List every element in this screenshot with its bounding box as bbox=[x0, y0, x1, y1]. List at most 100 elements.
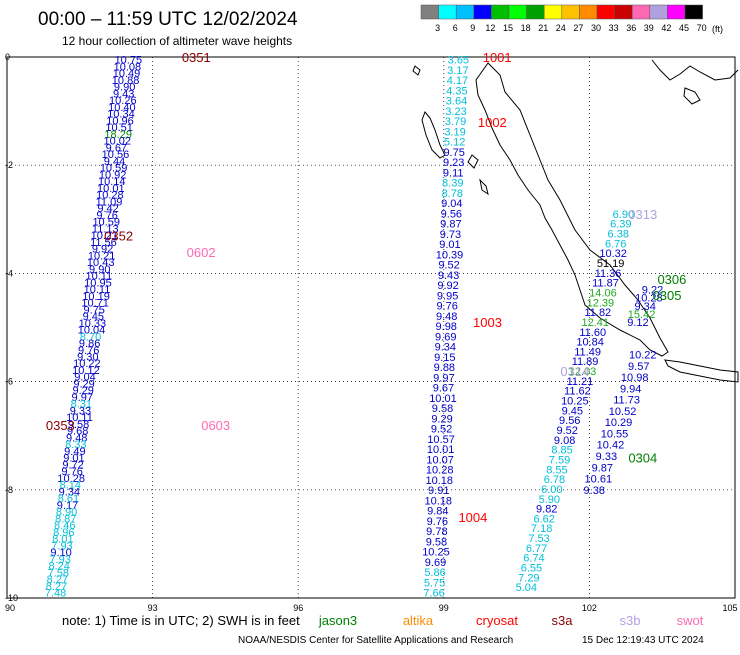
colorbar-label: 24 bbox=[556, 23, 566, 33]
footer-timestamp: 15 Dec 12:19:43 UTC 2024 bbox=[582, 635, 704, 646]
lat-lon-grid bbox=[6, 56, 736, 599]
swh-value-label: 9.01 bbox=[63, 453, 84, 465]
swh-value-label: 14.06 bbox=[589, 287, 617, 299]
track-labels-layer: 1001 1002 1003 1004 0351 0352 0353 0602 0603 0313… bbox=[46, 50, 686, 525]
swh-value-label: 9.76 bbox=[427, 516, 448, 528]
swh-value-label: 9.52 bbox=[431, 424, 452, 436]
swh-value-label: 11.56 bbox=[90, 237, 117, 249]
swh-value-label: 5.04 bbox=[516, 582, 537, 594]
swh-value-label: 10.43 bbox=[87, 257, 115, 269]
swh-value-label: 10.61 bbox=[585, 474, 613, 486]
pass-id-label: 0306 bbox=[657, 272, 686, 287]
x-tick-label: 96 bbox=[293, 603, 303, 613]
swh-value-label: 8.61 bbox=[58, 493, 79, 505]
swh-value-label: 7.18 bbox=[531, 523, 552, 535]
swh-value-label: 10.59 bbox=[100, 163, 128, 175]
swh-value-label: 10.51 bbox=[105, 122, 133, 134]
swh-value-label: 9.69 bbox=[435, 331, 456, 343]
swh-value-label: 10.55 bbox=[601, 428, 629, 440]
colorbar-label: 18 bbox=[521, 23, 531, 33]
swh-value-label: 9.08 bbox=[554, 435, 575, 447]
swh-value-label: 8.78 bbox=[442, 188, 463, 200]
colorbar-swatch bbox=[491, 4, 510, 20]
swh-value-label: 8.85 bbox=[551, 445, 572, 457]
swh-value-label: 6.90 bbox=[613, 209, 634, 221]
swh-value-label: 9.49 bbox=[64, 446, 85, 458]
y-tick-label: -8 bbox=[5, 485, 13, 495]
swh-value-label: 9.73 bbox=[440, 229, 461, 241]
swh-value-label: 9.33 bbox=[596, 451, 617, 463]
swh-value-label: 9.57 bbox=[628, 361, 649, 373]
swh-value-label: 9.76 bbox=[61, 466, 82, 478]
swh-value-label: 9.22 bbox=[642, 285, 663, 297]
swh-value-label: 3.17 bbox=[447, 65, 468, 77]
swh-value-label: 5.86 bbox=[424, 567, 445, 579]
swh-value-label: 51.19 bbox=[597, 258, 625, 270]
swh-value-label: 11.09 bbox=[96, 196, 123, 208]
swh-value-label: 9.76 bbox=[78, 345, 99, 357]
swh-value-label: 5.12 bbox=[444, 137, 465, 149]
colorbar-swatch bbox=[649, 4, 668, 20]
swh-value-label: 9.72 bbox=[62, 459, 83, 471]
swh-value-label: 9.52 bbox=[438, 260, 459, 272]
color-legend: 3 6 9 12 15 18 21 24 27 30 33 36 39 42 45 70 bbox=[420, 4, 707, 33]
satellite-legend-entry: swot bbox=[677, 613, 704, 628]
swh-value-label: 10.88 bbox=[112, 75, 140, 87]
x-tick-label: 99 bbox=[439, 603, 449, 613]
satellite-legend-entry: jason3 bbox=[318, 613, 357, 628]
swh-value-label: 6.74 bbox=[523, 553, 544, 565]
colorbar-swatch bbox=[455, 4, 475, 20]
swh-value-label: 10.32 bbox=[599, 248, 627, 260]
swh-value-label: 9.75 bbox=[84, 304, 105, 316]
pass-id-label: 0314 bbox=[560, 364, 589, 379]
swh-value-label: 9.38 bbox=[584, 485, 605, 497]
swh-value-label: 7.93 bbox=[51, 540, 72, 552]
colorbar-swatch bbox=[543, 4, 563, 20]
swh-value-label: 11.60 bbox=[579, 327, 606, 339]
swh-value-label: 10.02 bbox=[104, 136, 132, 148]
swh-value-label: 9.43 bbox=[113, 88, 134, 100]
swh-value-label: 10.33 bbox=[79, 318, 107, 330]
swh-value-label: 9.42 bbox=[97, 203, 118, 215]
swh-value-label: 8.87 bbox=[55, 513, 76, 525]
colorbar-unit-label: (ft) bbox=[712, 24, 723, 34]
coastline bbox=[412, 59, 739, 383]
swh-value-label: 11.87 bbox=[592, 278, 619, 290]
swh-value-label: 8.55 bbox=[546, 464, 567, 476]
swh-value-label: 10.71 bbox=[81, 298, 109, 310]
map-title: 00:00 – 11:59 UTC 12/02/2024 bbox=[38, 9, 298, 30]
swh-value-label: 8.96 bbox=[53, 527, 74, 539]
swh-value-label: 9.10 bbox=[50, 547, 71, 559]
y-tick-label: -4 bbox=[5, 268, 13, 278]
swh-value-label: 9.17 bbox=[57, 500, 78, 512]
satellite-legend-entry: s3b bbox=[620, 613, 641, 628]
swh-value-label: 3.79 bbox=[445, 116, 466, 128]
swh-value-label: 10.95 bbox=[84, 277, 112, 289]
swh-value-label: 9.97 bbox=[433, 372, 454, 384]
swh-value-label: 10.07 bbox=[426, 454, 454, 466]
swh-value-label: 12.41 bbox=[582, 317, 610, 329]
swh-value-label: 10.12 bbox=[72, 365, 100, 377]
y-axis-ticks: 0 -2 -4 -6 -8 -10 bbox=[5, 52, 18, 603]
swh-value-label: 10.25 bbox=[561, 396, 589, 408]
pass-id-label: 0352 bbox=[104, 229, 133, 244]
colorbar-label: 27 bbox=[573, 23, 583, 33]
swh-value-label: 9.45 bbox=[83, 311, 104, 323]
swh-value-label: 7.66 bbox=[423, 588, 444, 600]
swh-value-label: 10.25 bbox=[422, 547, 450, 559]
y-tick-label: -2 bbox=[5, 160, 13, 170]
colorbar-swatch bbox=[631, 4, 651, 20]
pass-id-label: 1001 bbox=[483, 50, 512, 65]
colorbar-swatch bbox=[420, 4, 439, 20]
swh-value-label: 3.23 bbox=[445, 106, 466, 118]
swh-value-label: 10.11 bbox=[66, 412, 93, 424]
islet-outline bbox=[412, 65, 421, 76]
swh-value-label: 9.58 bbox=[68, 419, 89, 431]
swh-value-label: 8.33 bbox=[65, 439, 86, 451]
swh-value-label: 10.04 bbox=[78, 325, 106, 337]
mentawai-island-outline bbox=[479, 178, 489, 196]
swh-value-label: 4.35 bbox=[446, 85, 467, 97]
nias-island-outline bbox=[421, 111, 446, 159]
swh-value-label: 9.34 bbox=[59, 486, 80, 498]
swh-value-label: 3.19 bbox=[444, 126, 465, 138]
